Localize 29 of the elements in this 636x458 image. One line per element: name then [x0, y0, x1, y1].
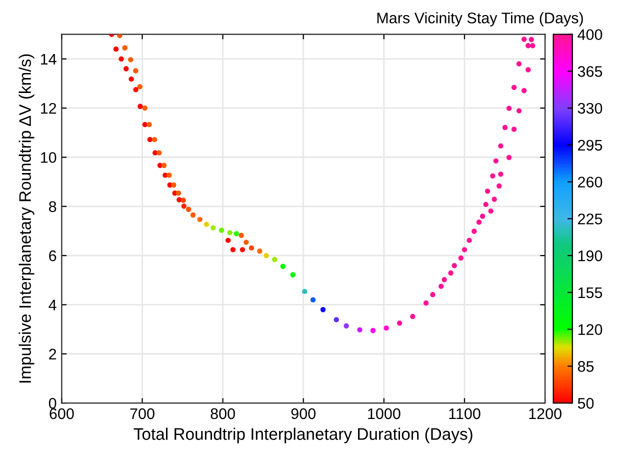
- x-tick-label: 700: [130, 408, 154, 420]
- color-bar-label: 225: [578, 214, 602, 224]
- y-tick-label: 0: [48, 398, 56, 409]
- y-tick-label: 12: [41, 102, 56, 114]
- x-tick-label: 900: [291, 408, 316, 420]
- color-bar-label: 120: [578, 324, 602, 335]
- color-bar-label: 260: [578, 176, 602, 188]
- color-bar-title: Mars Vicinity Stay Time (Days): [377, 12, 583, 26]
- y-tick-label: 14: [41, 54, 56, 64]
- y-tick-label: 8: [49, 201, 56, 212]
- y-tick-label: 4: [48, 300, 56, 310]
- color-bar-label: 50: [578, 398, 594, 409]
- color-bar-label: 295: [578, 140, 602, 151]
- color-bar-label: 155: [578, 287, 602, 298]
- x-axis-title: Total Roundtrip Interplanetary Duration (Days): [134, 428, 472, 444]
- color-bar-label: 190: [578, 250, 602, 262]
- x-tick-label: 1000: [368, 408, 400, 420]
- color-bar-label: 85: [578, 361, 594, 372]
- color-bar-label: 365: [578, 66, 602, 77]
- x-tick-label: 600: [50, 408, 74, 420]
- y-tick-label: 6: [49, 250, 56, 262]
- y-tick-label: 10: [41, 152, 56, 163]
- y-tick-label: 2: [49, 348, 56, 360]
- x-tick-label: 1100: [449, 408, 480, 420]
- color-bar-label: 400: [578, 29, 602, 40]
- x-tick-label: 800: [210, 408, 235, 420]
- color-bar-label: 330: [578, 102, 602, 114]
- x-tick-label: 1200: [529, 408, 562, 420]
- y-axis-title: Impulsive Interplanetary Roundtrip ΔV (km/s): [18, 54, 34, 382]
